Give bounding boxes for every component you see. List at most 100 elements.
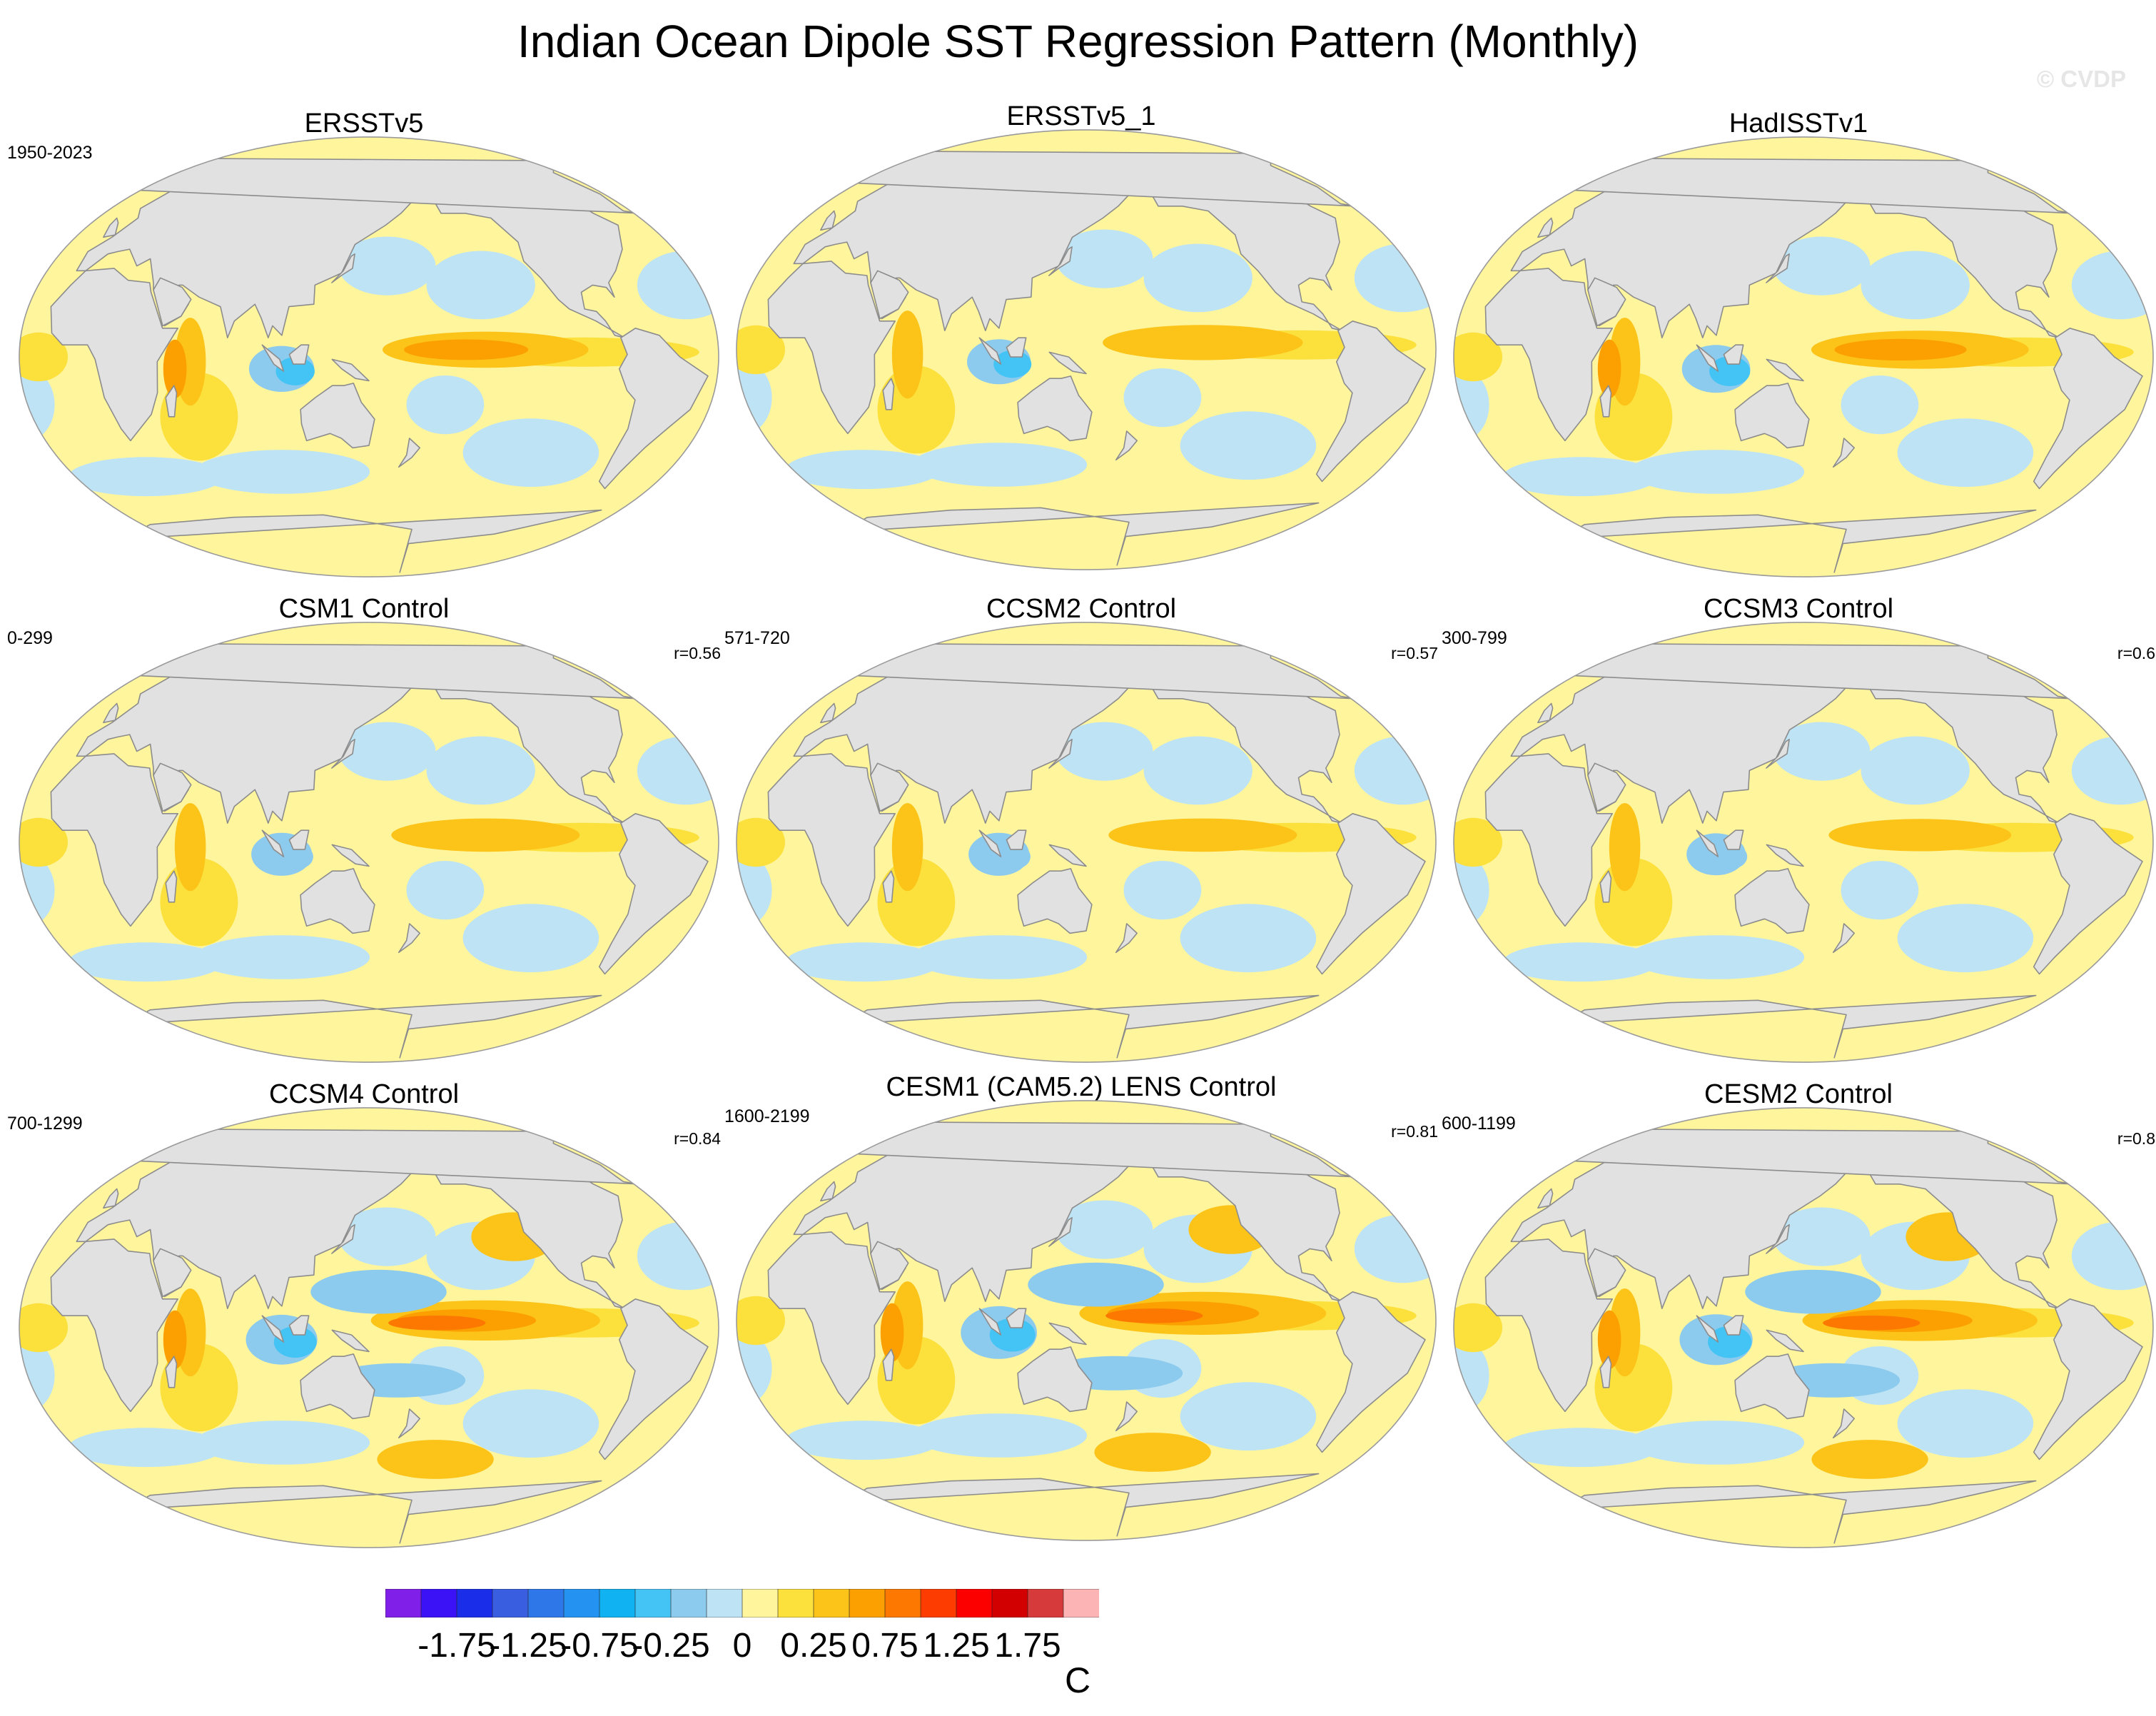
land-borneo bbox=[288, 344, 310, 365]
warm-anomaly bbox=[1123, 332, 1244, 353]
warm-anomaly bbox=[163, 339, 187, 398]
cool-anomaly bbox=[1841, 375, 1919, 435]
robinson-map bbox=[1453, 136, 2154, 577]
cool-anomaly bbox=[1897, 904, 2034, 973]
panel-correlation: r=0.8 bbox=[2117, 1129, 2155, 1148]
page-title: Indian Ocean Dipole SST Regression Patte… bbox=[517, 16, 1639, 67]
cool-anomaly bbox=[989, 1318, 1036, 1352]
cool-anomaly bbox=[195, 1420, 370, 1465]
land-new-guinea bbox=[1766, 1329, 1804, 1353]
land-australia bbox=[300, 383, 375, 449]
cool-anomaly bbox=[68, 1428, 224, 1468]
warm-anomaly bbox=[1846, 825, 1955, 844]
land-africa bbox=[767, 753, 896, 927]
land-africa bbox=[1484, 268, 1613, 442]
land-australia bbox=[300, 1353, 375, 1420]
land-arabia-fix bbox=[1587, 1248, 1626, 1298]
land-borneo bbox=[288, 829, 310, 850]
land-arabia-fix bbox=[1587, 277, 1626, 327]
land-antarctica bbox=[841, 1473, 1320, 1537]
robinson-map bbox=[19, 1107, 719, 1548]
cool-anomaly bbox=[912, 935, 1088, 979]
warm-anomaly bbox=[1834, 338, 1967, 360]
cool-anomaly bbox=[1629, 1420, 1805, 1465]
land-madagascar bbox=[1599, 870, 1612, 903]
warm-anomaly bbox=[1105, 1308, 1203, 1323]
colorbar-swatch bbox=[634, 1589, 672, 1617]
land-arabia-fix bbox=[153, 1248, 192, 1298]
cool-anomaly bbox=[1123, 861, 1202, 920]
land-south-america bbox=[1315, 1291, 1426, 1453]
warm-anomaly bbox=[736, 817, 785, 867]
cool-anomaly bbox=[338, 1207, 436, 1266]
colorbar-swatch bbox=[492, 1589, 529, 1617]
warm-anomaly bbox=[1811, 1440, 1928, 1479]
land-arabia-fix bbox=[153, 762, 192, 812]
land-new-zealand bbox=[398, 1408, 420, 1439]
cool-anomaly bbox=[462, 1389, 599, 1458]
land-uk bbox=[103, 217, 119, 238]
colorbar-swatch bbox=[813, 1589, 850, 1617]
cool-anomaly bbox=[426, 736, 535, 805]
cool-anomaly bbox=[786, 942, 941, 982]
map-panel: CESM2 Control 600-1199 r=0.8 bbox=[1442, 1078, 2155, 1563]
cool-anomaly bbox=[1629, 935, 1805, 979]
panel-title: CCSM4 Control bbox=[268, 1079, 460, 1109]
warm-anomaly bbox=[388, 1316, 486, 1331]
cool-anomaly bbox=[912, 1413, 1088, 1458]
map-panel: ERSSTv5_1 bbox=[724, 100, 1438, 585]
cool-anomaly bbox=[195, 450, 370, 494]
cool-anomaly bbox=[1056, 229, 1153, 288]
colorbar-swatch bbox=[1027, 1589, 1064, 1617]
colorbar-swatch bbox=[420, 1589, 457, 1617]
land-borneo bbox=[1723, 344, 1744, 365]
panel-title: HadISSTv1 bbox=[1729, 108, 1868, 138]
land-madagascar bbox=[1599, 1356, 1612, 1388]
land-madagascar bbox=[882, 870, 895, 903]
map-border bbox=[1453, 1107, 2154, 1548]
land-new-guinea bbox=[331, 358, 370, 382]
land-japan bbox=[331, 1224, 355, 1254]
colorbar-swatch bbox=[706, 1589, 743, 1617]
colorbar-tick-label: 0.25 bbox=[780, 1627, 847, 1665]
cool-anomaly bbox=[1897, 418, 2034, 488]
cool-anomaly bbox=[1180, 904, 1317, 973]
land-africa bbox=[1484, 1238, 1613, 1413]
warm-anomaly bbox=[163, 1310, 187, 1369]
land-arabia-fix bbox=[870, 270, 909, 320]
land-japan bbox=[331, 253, 355, 283]
land-south-america bbox=[1315, 321, 1426, 483]
colorbar-tick-label: -0.75 bbox=[560, 1627, 639, 1665]
land-madagascar bbox=[165, 1356, 178, 1388]
colorbar-swatch bbox=[599, 1589, 636, 1617]
cool-anomaly bbox=[1745, 1269, 1881, 1314]
cool-anomaly bbox=[1056, 722, 1153, 781]
land-borneo bbox=[1006, 337, 1027, 358]
cool-anomaly bbox=[462, 904, 599, 973]
land-borneo bbox=[1723, 829, 1744, 850]
colorbar-tick-label: -1.75 bbox=[417, 1627, 496, 1665]
map-panel: CCSM4 Control 700-1299 r=0.84 bbox=[7, 1078, 721, 1563]
colorbar-swatch bbox=[1063, 1589, 1099, 1617]
panel-title: CESM2 Control bbox=[1704, 1079, 1893, 1109]
panel-correlation: r=0.81 bbox=[1391, 1122, 1438, 1141]
land-madagascar bbox=[165, 870, 178, 903]
colorbar-swatch bbox=[742, 1589, 779, 1617]
colorbar-tick-label: -1.25 bbox=[489, 1627, 567, 1665]
land-antarctica bbox=[1559, 509, 2037, 573]
cool-anomaly bbox=[273, 1326, 317, 1358]
panel-correlation: r=0.84 bbox=[674, 1129, 721, 1148]
colorbar-swatch bbox=[884, 1589, 921, 1617]
warm-anomaly bbox=[736, 1296, 785, 1346]
cool-anomaly bbox=[462, 418, 599, 488]
land-south-america bbox=[598, 813, 709, 975]
cool-anomaly bbox=[426, 251, 535, 320]
cool-anomaly bbox=[68, 942, 224, 982]
map-panel: CCSM3 Control 300-799 r=0.6 bbox=[1442, 592, 2155, 1078]
land-africa bbox=[767, 261, 896, 435]
colorbar bbox=[385, 1589, 1099, 1617]
land-uk bbox=[820, 1181, 836, 1202]
land-borneo bbox=[1723, 1315, 1744, 1336]
cool-anomaly bbox=[310, 1269, 447, 1314]
land-new-guinea bbox=[331, 844, 370, 867]
